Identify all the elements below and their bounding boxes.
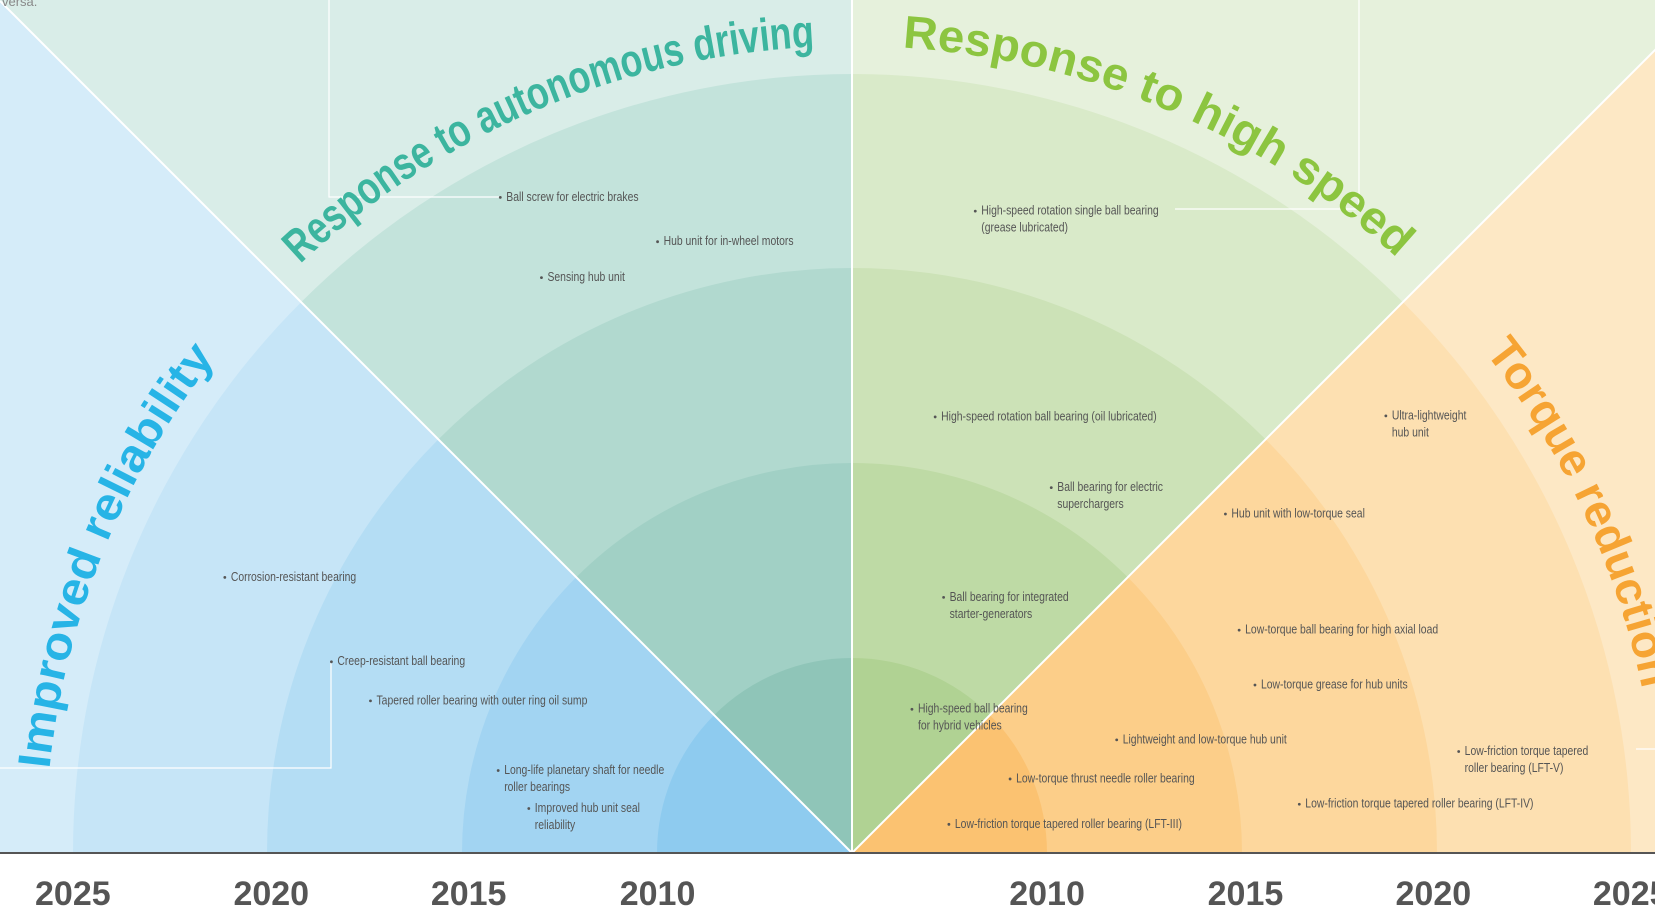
item-label: Sensing hub unit — [547, 270, 625, 284]
bullet — [1237, 628, 1241, 632]
bullet — [1008, 777, 1012, 781]
item-label: High-speed ball bearing — [918, 702, 1028, 716]
item-label: Low-friction torque tapered roller beari… — [1305, 797, 1533, 811]
item-label: (grease lubricated) — [981, 220, 1068, 234]
item-label: for hybrid vehicles — [918, 719, 1002, 733]
year-band — [657, 715, 852, 853]
top-note: versa. — [2, 0, 37, 9]
bullet — [933, 415, 937, 419]
item-label: Lightweight and low-torque hub unit — [1123, 732, 1288, 746]
item-label: roller bearing (LFT-V) — [1465, 761, 1564, 775]
item-label: Low-friction torque tapered — [1465, 744, 1589, 758]
year-label: 2025 — [1593, 875, 1655, 911]
item-label: starter-generators — [950, 607, 1033, 621]
bullet — [1297, 802, 1301, 806]
year-band — [852, 658, 990, 853]
item-label: Improved hub unit seal — [535, 801, 640, 815]
bullet — [1384, 414, 1388, 418]
year-label: 2010 — [1009, 875, 1085, 911]
item-label: Low-torque grease for hub units — [1261, 677, 1408, 691]
item-label: superchargers — [1057, 497, 1124, 511]
bullet — [973, 209, 977, 213]
connectors — [0, 0, 1655, 853]
item-label: Corrosion-resistant bearing — [231, 570, 356, 584]
item-label: Ball bearing for integrated — [950, 590, 1069, 604]
bullet — [656, 240, 659, 244]
bullet — [1049, 486, 1053, 490]
year-label: 2020 — [233, 875, 309, 911]
item-label: High-speed rotation ball bearing (oil lu… — [941, 409, 1157, 423]
bullet — [498, 195, 502, 199]
item-label: Long-life planetary shaft for needle — [504, 763, 664, 777]
bullet — [540, 276, 543, 279]
item-label: Hub unit with low-torque seal — [1231, 506, 1364, 520]
bullet — [223, 575, 227, 579]
bullet — [947, 822, 951, 826]
bullet — [942, 596, 946, 599]
bullet — [330, 660, 333, 664]
divider — [0, 0, 853, 854]
divider — [851, 48, 1655, 854]
item-label: Ball bearing for electric — [1057, 480, 1163, 494]
connector — [328, 0, 500, 198]
item-label: roller bearings — [504, 780, 570, 794]
item-label: Low-torque ball bearing for high axial l… — [1245, 623, 1438, 637]
bullet — [1457, 750, 1461, 753]
bullet — [1115, 738, 1119, 742]
item-label: Tapered roller bearing with outer ring o… — [376, 693, 587, 707]
item-label: Creep-resistant ball bearing — [337, 654, 465, 668]
connector — [1175, 0, 1360, 210]
bullet — [496, 769, 500, 772]
year-band — [714, 658, 852, 853]
item-label: High-speed rotation single ball bearing — [981, 203, 1158, 217]
year-band — [852, 715, 1047, 853]
year-label: 2020 — [1396, 875, 1472, 911]
bullet — [910, 707, 914, 711]
item-label: Ball screw for electric brakes — [506, 190, 638, 204]
bullet — [527, 807, 531, 810]
item-label: hub unit — [1392, 425, 1430, 439]
item-label: Ultra-lightweight — [1392, 408, 1467, 422]
year-label: 2010 — [620, 875, 696, 911]
bullet — [1224, 512, 1227, 516]
bullet — [1253, 683, 1257, 687]
item-label: Low-torque thrust needle roller bearing — [1016, 771, 1195, 785]
year-label: 2015 — [1208, 875, 1284, 911]
item-label: reliability — [535, 818, 576, 832]
year-label: 2025 — [35, 875, 111, 911]
bullet — [369, 699, 372, 703]
year-label: 2015 — [431, 875, 507, 911]
item-label: Low-friction torque tapered roller beari… — [955, 817, 1182, 831]
item-label: Hub unit for in-wheel motors — [664, 234, 794, 248]
connector — [0, 662, 332, 769]
